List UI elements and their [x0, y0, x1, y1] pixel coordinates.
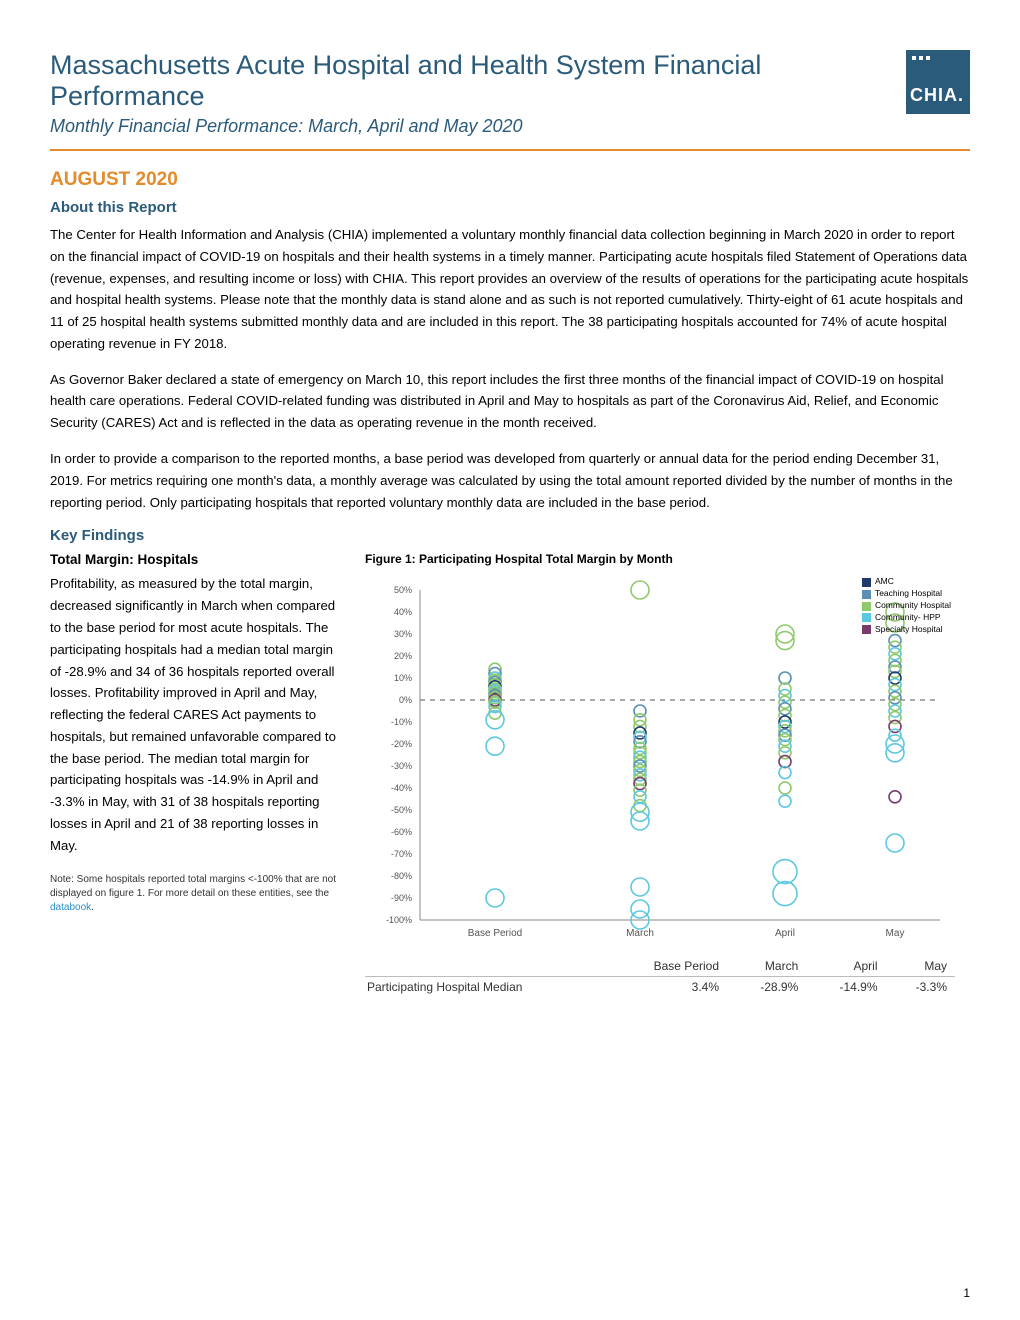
median-value: 3.4% [608, 977, 727, 998]
median-table-header: March [727, 956, 806, 977]
page-subtitle: Monthly Financial Performance: March, Ap… [50, 116, 906, 137]
median-table-header: Base Period [608, 956, 727, 977]
legend-swatch-icon [862, 625, 871, 634]
date-heading: AUGUST 2020 [50, 169, 970, 191]
svg-text:30%: 30% [394, 629, 412, 639]
figure-title: Figure 1: Participating Hospital Total M… [365, 552, 970, 566]
logo-dots-icon [912, 56, 964, 60]
svg-text:May: May [886, 928, 905, 939]
note-prefix: Note: Some hospitals reported total marg… [50, 874, 336, 899]
median-value: -14.9% [806, 977, 885, 998]
title-block: Massachusetts Acute Hospital and Health … [50, 50, 906, 137]
figure-column: Figure 1: Participating Hospital Total M… [365, 552, 970, 997]
svg-text:40%: 40% [394, 607, 412, 617]
legend-swatch-icon [862, 602, 871, 611]
median-table-header [365, 956, 608, 977]
legend-swatch-icon [862, 613, 871, 622]
median-row-label: Participating Hospital Median [365, 977, 608, 998]
figure-1-chart: AMCTeaching HospitalCommunity HospitalCo… [365, 570, 955, 950]
legend-label: Specialty Hospital [875, 624, 943, 636]
legend-item: Specialty Hospital [862, 624, 951, 636]
figure-note: Note: Some hospitals reported total marg… [50, 873, 345, 915]
svg-text:-70%: -70% [391, 849, 412, 859]
legend-label: AMC [875, 576, 894, 588]
median-table-header: April [806, 956, 885, 977]
median-table: Base PeriodMarchAprilMay Participating H… [365, 956, 955, 997]
total-margin-subheading: Total Margin: Hospitals [50, 552, 345, 567]
legend-item: Community Hospital [862, 600, 951, 612]
findings-body: Profitability, as measured by the total … [50, 573, 345, 856]
chart-legend: AMCTeaching HospitalCommunity HospitalCo… [862, 576, 951, 635]
svg-text:20%: 20% [394, 651, 412, 661]
svg-text:-30%: -30% [391, 761, 412, 771]
legend-label: Teaching Hospital [875, 588, 942, 600]
svg-text:-90%: -90% [391, 893, 412, 903]
legend-label: Community Hospital [875, 600, 951, 612]
legend-swatch-icon [862, 590, 871, 599]
legend-label: Community- HPP [875, 612, 941, 624]
chia-logo: CHIA. [906, 50, 970, 114]
findings-two-column: Total Margin: Hospitals Profitability, a… [50, 552, 970, 997]
svg-text:-20%: -20% [391, 739, 412, 749]
svg-text:-60%: -60% [391, 827, 412, 837]
logo-text: CHIA. [910, 85, 964, 106]
legend-item: Community- HPP [862, 612, 951, 624]
svg-text:Base Period: Base Period [468, 928, 522, 939]
svg-text:50%: 50% [394, 585, 412, 595]
note-suffix: . [91, 902, 94, 913]
median-value: -3.3% [886, 977, 956, 998]
legend-item: AMC [862, 576, 951, 588]
report-header: Massachusetts Acute Hospital and Health … [50, 50, 970, 137]
legend-swatch-icon [862, 578, 871, 587]
svg-text:-10%: -10% [391, 717, 412, 727]
svg-text:-50%: -50% [391, 805, 412, 815]
svg-text:-80%: -80% [391, 871, 412, 881]
about-paragraph-2: As Governor Baker declared a state of em… [50, 369, 970, 434]
about-paragraph-3: In order to provide a comparison to the … [50, 448, 970, 513]
databook-link[interactable]: databook [50, 902, 91, 913]
svg-text:10%: 10% [394, 673, 412, 683]
page-title: Massachusetts Acute Hospital and Health … [50, 50, 906, 112]
key-findings-heading: Key Findings [50, 527, 970, 544]
svg-text:-100%: -100% [386, 915, 412, 925]
svg-text:-40%: -40% [391, 783, 412, 793]
median-table-header: May [886, 956, 956, 977]
median-value: -28.9% [727, 977, 806, 998]
findings-text-column: Total Margin: Hospitals Profitability, a… [50, 552, 345, 914]
legend-item: Teaching Hospital [862, 588, 951, 600]
svg-text:0%: 0% [399, 695, 412, 705]
about-heading: About this Report [50, 199, 970, 216]
page-number: 1 [963, 1286, 970, 1300]
about-paragraph-1: The Center for Health Information and An… [50, 224, 970, 355]
svg-text:April: April [775, 928, 795, 939]
header-divider [50, 149, 970, 151]
